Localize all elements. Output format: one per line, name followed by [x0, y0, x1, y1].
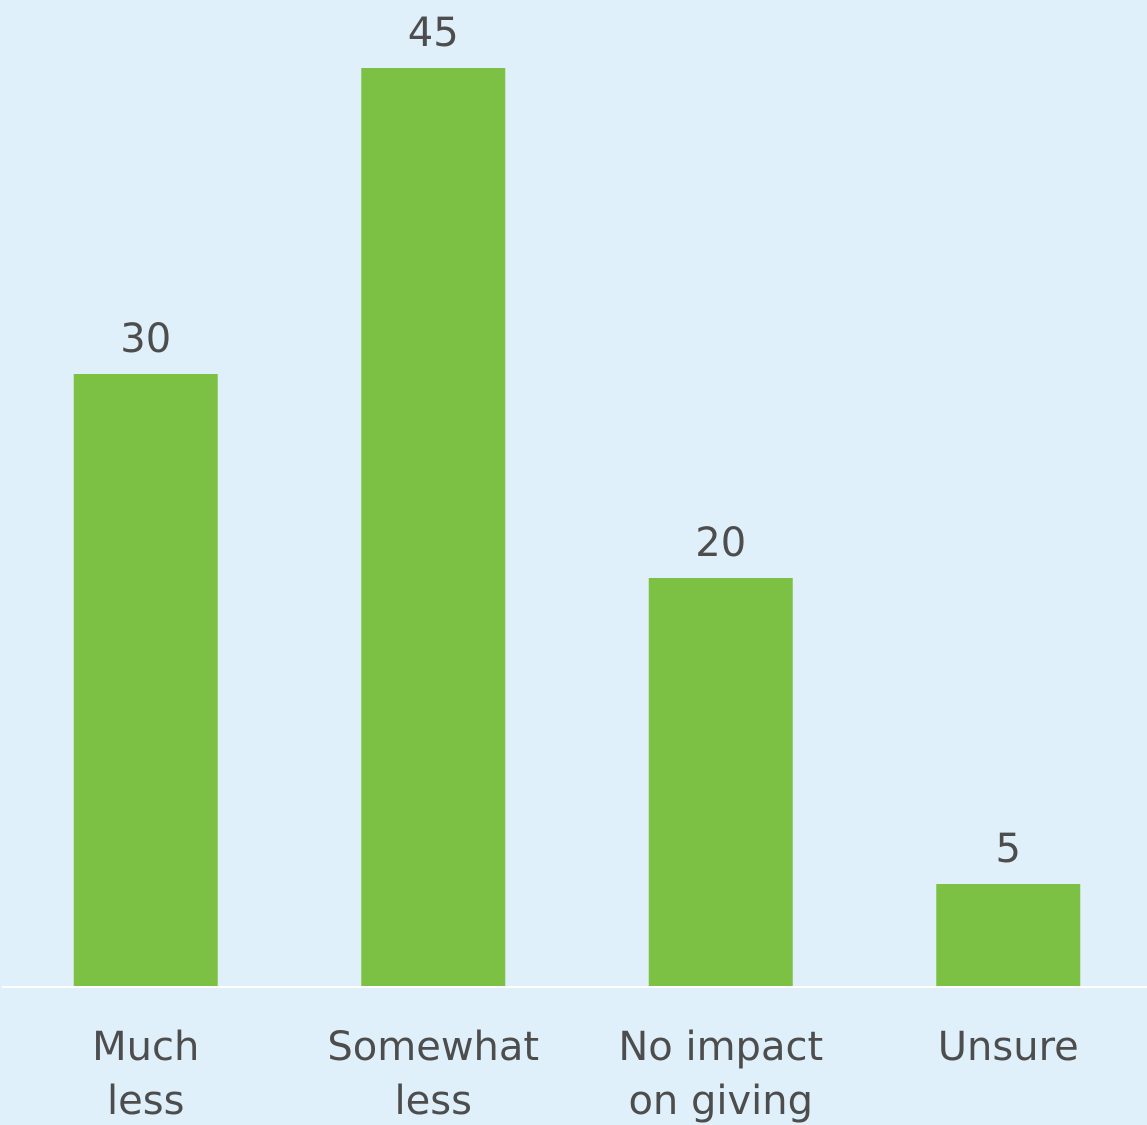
category-label: Somewhat less	[327, 1024, 539, 1124]
data-label: 20	[695, 520, 746, 566]
category-label: Unsure	[938, 1024, 1079, 1070]
data-label: 30	[120, 316, 171, 362]
category-label-line: Somewhat	[327, 1024, 539, 1070]
data-label: 5	[996, 826, 1021, 872]
bar	[73, 374, 218, 986]
data-label: 45	[408, 10, 459, 56]
category-label-line: less	[107, 1078, 184, 1124]
category-label-line: Much	[92, 1024, 199, 1070]
category-label-line: Unsure	[938, 1024, 1079, 1070]
bar	[936, 884, 1081, 986]
category-label-line: less	[395, 1078, 472, 1124]
bar	[361, 68, 506, 986]
category-label-line: No impact	[618, 1024, 823, 1070]
bar	[648, 578, 793, 986]
category-label: No impact on giving	[618, 1024, 823, 1124]
category-label-line: on giving	[628, 1078, 813, 1124]
category-label: Much less	[92, 1024, 199, 1124]
